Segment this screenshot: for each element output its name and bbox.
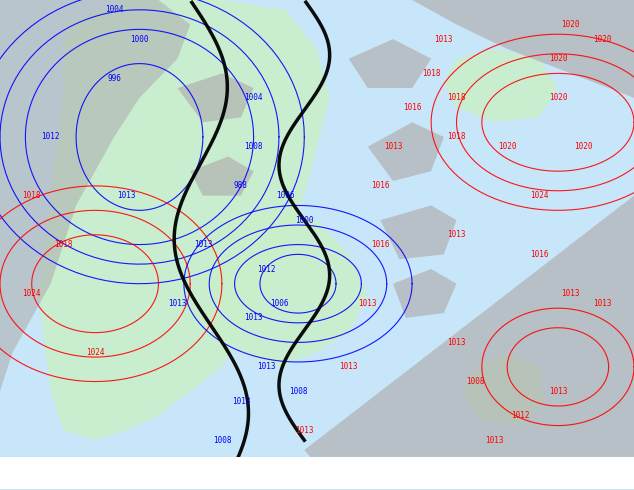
Text: 7: 7 [134, 475, 142, 489]
Text: 1016: 1016 [529, 250, 548, 259]
Text: 10: 10 [221, 475, 238, 489]
Text: 1008: 1008 [466, 377, 485, 386]
Text: 1013: 1013 [117, 191, 136, 200]
Text: 1000: 1000 [130, 35, 149, 44]
Text: 1020: 1020 [593, 35, 612, 44]
Polygon shape [444, 49, 558, 122]
Text: 1013: 1013 [447, 338, 466, 347]
Text: 1018: 1018 [22, 191, 41, 200]
Text: 1012: 1012 [41, 132, 60, 142]
Text: 1018: 1018 [447, 93, 466, 102]
Text: 1016: 1016 [403, 103, 422, 112]
Text: 9: 9 [195, 475, 203, 489]
Polygon shape [463, 352, 545, 426]
Text: 1020: 1020 [561, 20, 580, 29]
Text: 1013: 1013 [434, 35, 453, 44]
Text: 1018: 1018 [422, 69, 441, 78]
Text: © weatheronline.co.uk: © weatheronline.co.uk [470, 475, 628, 489]
Text: 1013: 1013 [447, 230, 466, 239]
Text: 1024: 1024 [529, 191, 548, 200]
Text: Wind 10m: Wind 10m [6, 475, 67, 489]
Polygon shape [0, 0, 190, 392]
Text: 8: 8 [165, 475, 172, 489]
Text: 1013: 1013 [295, 426, 314, 435]
Bar [0, 457, 634, 490]
Text: 996: 996 [107, 74, 121, 83]
Text: 1013: 1013 [561, 289, 580, 298]
Text: 1004: 1004 [105, 5, 124, 14]
Polygon shape [38, 0, 330, 440]
Text: 1013: 1013 [384, 142, 403, 151]
Text: 1004: 1004 [244, 93, 263, 102]
Text: 1013: 1013 [193, 240, 212, 249]
Text: 1016: 1016 [371, 181, 390, 191]
Text: 1000: 1000 [295, 216, 314, 224]
Text: 1012: 1012 [510, 411, 529, 420]
Text: 1013: 1013 [257, 363, 276, 371]
Text: 6: 6 [104, 475, 112, 489]
Text: 1013: 1013 [244, 314, 263, 322]
Text: We 05-06-2024 12:00 UTC (00+132): We 05-06-2024 12:00 UTC (00+132) [387, 463, 628, 476]
Polygon shape [178, 74, 254, 122]
Text: 1018: 1018 [447, 132, 466, 142]
Text: 1020: 1020 [548, 54, 567, 63]
Polygon shape [349, 39, 431, 88]
Polygon shape [380, 205, 456, 259]
Text: 1013: 1013 [212, 460, 231, 469]
Polygon shape [393, 269, 456, 318]
Polygon shape [190, 156, 254, 196]
Polygon shape [368, 122, 444, 181]
Text: 12: 12 [282, 475, 299, 489]
Text: 1006: 1006 [269, 299, 288, 308]
Polygon shape [304, 0, 634, 489]
Text: 1013: 1013 [168, 299, 187, 308]
Text: 1008: 1008 [212, 436, 231, 445]
Text: 1013: 1013 [485, 436, 504, 445]
Text: 1020: 1020 [548, 93, 567, 102]
Text: 11: 11 [252, 475, 268, 489]
Text: 1008: 1008 [244, 142, 263, 151]
Text: 1018: 1018 [54, 240, 73, 249]
Text: 1016: 1016 [371, 240, 390, 249]
Text: 1020: 1020 [498, 142, 517, 151]
Text: 1013: 1013 [593, 299, 612, 308]
Polygon shape [203, 205, 368, 367]
Text: 1013: 1013 [548, 387, 567, 396]
Text: 1020: 1020 [574, 142, 593, 151]
Text: 1013: 1013 [231, 396, 250, 406]
Text: High wind areas [hPa] ECMWF: High wind areas [hPa] ECMWF [6, 463, 209, 476]
Text: 1013: 1013 [358, 299, 377, 308]
Text: 1024: 1024 [22, 289, 41, 298]
Text: 988: 988 [234, 181, 248, 191]
Text: 1013: 1013 [339, 363, 358, 371]
Text: 1008: 1008 [288, 387, 307, 396]
Text: 1012: 1012 [257, 265, 276, 273]
Text: Bft: Bft [321, 475, 351, 489]
Text: 1006: 1006 [276, 191, 295, 200]
Text: 1024: 1024 [86, 348, 105, 357]
